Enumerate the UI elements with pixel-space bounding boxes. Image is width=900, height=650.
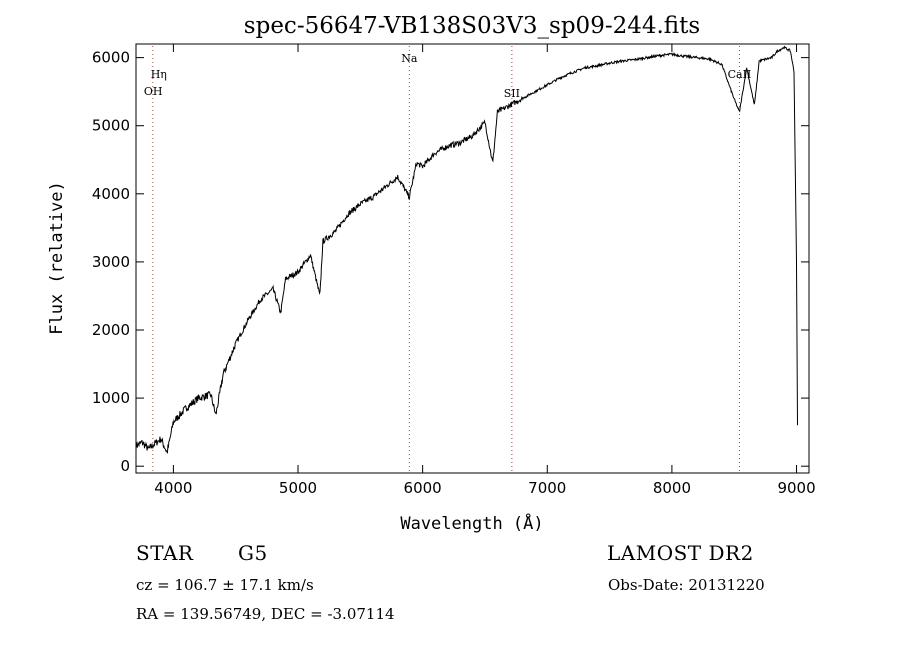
- x-tick-label: 5000: [279, 479, 317, 497]
- y-tick-label: 5000: [92, 117, 130, 135]
- object-subclass: G5: [238, 541, 268, 565]
- axis-ticks: 4000 5000 6000 7000 8000 9000 0 1000 2000 3000 400…: [92, 44, 816, 497]
- marker-label: Na: [401, 52, 418, 65]
- object-class: STAR: [136, 541, 194, 565]
- spectrum-series-line: [135, 45, 798, 454]
- chart-title: spec-56647-VB138S03V3_sp09-244.fits: [244, 13, 700, 39]
- y-tick-label: 6000: [92, 49, 130, 67]
- y-tick-label: 1000: [92, 389, 130, 407]
- y-tick-label: 3000: [92, 253, 130, 271]
- plot-frame: [135, 43, 810, 474]
- x-tick-label: 7000: [528, 479, 566, 497]
- x-axis-label: Wavelength (Å): [400, 512, 543, 534]
- survey-name: LAMOST DR2: [607, 541, 754, 565]
- cz-value: cz = 106.7 ± 17.1 km/s: [136, 576, 314, 594]
- y-axis-label: Flux (relative): [47, 181, 67, 335]
- y-tick-label: 2000: [92, 321, 130, 339]
- x-tick-label: 8000: [653, 479, 691, 497]
- y-tick-label: 4000: [92, 185, 130, 203]
- x-tick-label: 6000: [404, 479, 442, 497]
- x-tick-label: 4000: [154, 479, 192, 497]
- marker-label: Hη: [151, 68, 167, 81]
- x-tick-label: 9000: [777, 479, 815, 497]
- marker-label: OH: [144, 85, 163, 98]
- obs-date: Obs-Date: 20131220: [608, 576, 765, 594]
- y-tick-label: 0: [120, 457, 130, 475]
- coordinates: RA = 139.56749, DEC = -3.07114: [136, 605, 395, 623]
- marker-label: SII: [504, 87, 520, 100]
